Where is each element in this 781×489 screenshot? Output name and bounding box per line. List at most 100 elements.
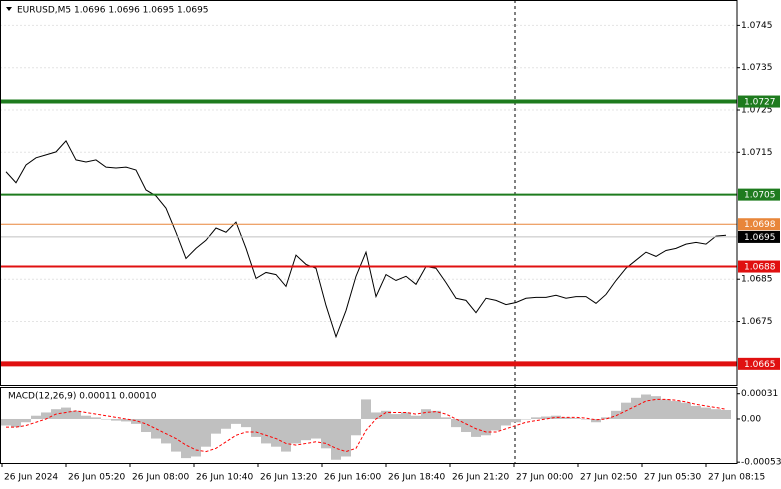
histogram-bar [381,410,391,419]
level-tag [738,188,780,201]
histogram-bar [321,418,331,449]
histogram-bar [711,409,721,419]
histogram-bar [0,418,11,426]
histogram-bar [541,416,551,419]
y-tick-label: 0.00 [741,414,761,424]
level-label: 1.0695 [744,233,776,243]
x-tick-label: 27 Jun 05:30 [644,473,701,483]
histogram-bar [31,415,41,419]
histogram-bar [231,418,241,424]
histogram-bar [401,412,411,419]
histogram-bar [131,418,141,424]
histogram-bar [111,418,121,421]
level-tag [738,218,780,231]
histogram-bar [431,410,441,419]
signal-line [6,398,727,453]
histogram-bar [291,418,301,444]
level-label: 1.0727 [744,98,776,108]
histogram-bar [601,417,611,419]
histogram-bar [651,396,661,419]
chart-title: EURUSD,M5 1.0696 1.0696 1.0695 1.0695 [17,6,209,16]
histogram-bar [641,394,651,419]
histogram-bar [501,418,511,426]
x-tick-label: 26 Jun 05:20 [68,473,125,483]
histogram-bar [371,412,381,419]
x-tick-label: 27 Jun 00:00 [516,473,573,483]
x-tick-label: 26 Jun 08:00 [132,473,189,483]
histogram-bar [441,417,451,419]
histogram-bar [451,418,461,428]
histogram-bar [411,415,421,419]
level-tag [738,260,780,273]
histogram-bar [281,418,291,452]
histogram-bar [241,418,251,428]
y-tick-label: 1.0745 [741,21,773,31]
level-label: 1.0665 [744,360,776,370]
level-tag [738,95,780,108]
histogram-bar [121,418,131,422]
level-label: 1.0698 [744,220,776,230]
histogram-bar [341,418,351,457]
histogram-bar [301,418,311,441]
histogram-bar [171,418,181,452]
histogram-bar [91,417,101,419]
y-tick-label: 1.0725 [741,106,773,116]
x-tick-label: 26 Jun 16:00 [324,473,381,483]
level-label: 1.0705 [744,191,776,201]
histogram-bar [271,418,281,447]
x-tick-label: 26 Jun 10:40 [196,473,253,483]
histogram-bar [491,418,501,431]
histogram-bar [561,417,571,419]
y-tick-label: -0.00053 [741,458,781,468]
histogram-bar [201,418,211,447]
histogram-bar [511,418,521,423]
histogram-bar [161,418,171,444]
histogram-bar [11,418,21,428]
level-label: 1.0688 [744,263,776,273]
level-tag [738,230,780,243]
histogram-bar [671,401,681,419]
histogram-bar [261,418,271,444]
histogram-bar [251,418,261,437]
histogram-bar [61,407,71,419]
histogram-bar [571,418,581,419]
histogram-bar [721,410,731,419]
y-tick-label: 0.00031 [741,389,778,399]
histogram-bar [471,418,481,437]
histogram-bar [591,418,601,423]
histogram-bar [661,399,671,419]
macd-title: MACD(12,26,9) 0.00011 0.00010 [8,392,157,402]
y-tick-label: 1.0675 [741,317,773,327]
macd-frame [0,387,738,464]
histogram-bar [421,409,431,419]
x-tick-label: 26 Jun 18:40 [388,473,445,483]
histogram-bar [521,418,531,420]
y-tick-label: 1.0735 [741,63,773,73]
x-tick-label: 27 Jun 02:50 [580,473,637,483]
histogram-bar [311,418,321,439]
histogram-bar [141,418,151,433]
histogram-bar [391,414,401,419]
plot-layer: 1.0745 1.0735 1.0725 1.0715 1.0685 1.0675 1.07… [0,21,781,483]
histogram-bar [41,412,51,419]
x-tick-label: 26 Jun 13:20 [260,473,317,483]
histogram-bar [101,418,111,420]
histogram-bar [611,410,621,419]
histogram-bar [71,410,81,419]
main-frame [0,0,738,386]
histogram-bar [481,418,491,436]
histogram-bar [81,415,91,419]
y-tick-label: 1.0685 [741,275,773,285]
price-line [5,140,727,339]
histogram-bar [351,418,361,436]
x-tick-label: 26 Jun 21:20 [452,473,509,483]
histogram-bar [681,402,691,419]
histogram-bar [691,405,701,419]
histogram-bar [21,418,31,423]
histogram-bar [361,399,371,419]
histogram-bar [211,418,221,434]
y-tick-label: 1.0715 [741,148,773,158]
histogram-bar [531,417,541,419]
